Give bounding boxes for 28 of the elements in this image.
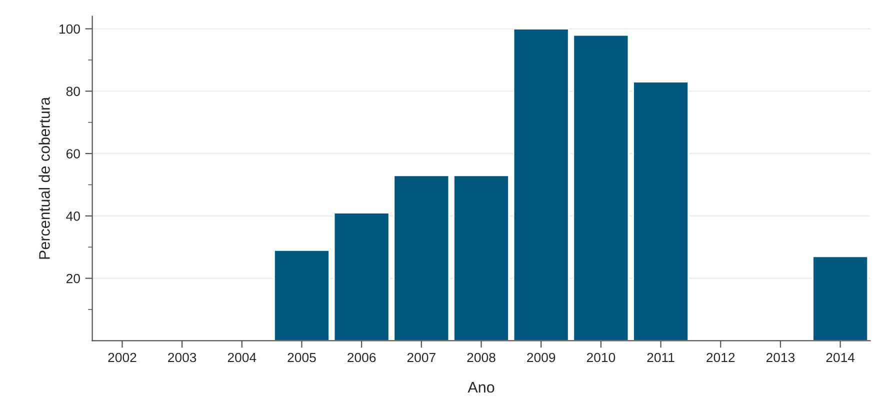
y-tick-label: 40 (66, 211, 80, 221)
x-tick-label: 2009 (527, 352, 556, 362)
x-tick-label: 2008 (467, 352, 496, 362)
x-tick-label: 2005 (288, 352, 316, 362)
bar (393, 174, 450, 341)
bar (453, 174, 510, 341)
x-tick-label: 2007 (407, 352, 436, 362)
x-tick-label: 2014 (826, 352, 855, 362)
x-tick-label: 2004 (228, 352, 256, 362)
x-tick-label: 2012 (706, 352, 735, 362)
x-tick-label: 2013 (766, 352, 795, 362)
bar (274, 250, 330, 341)
y-tick-label: 80 (66, 86, 80, 96)
y-tick-label: 100 (59, 24, 80, 34)
bar (812, 256, 869, 341)
x-tick-label: 2011 (647, 352, 674, 362)
x-tick-label: 2002 (108, 352, 136, 362)
y-tick-label: 60 (66, 149, 80, 158)
x-axis-title: Ano (468, 382, 494, 393)
x-tick-label: 2010 (586, 352, 616, 362)
y-tick-label: 20 (66, 274, 80, 284)
x-tick-label: 2003 (168, 352, 196, 362)
bar (572, 34, 630, 341)
bar (333, 212, 390, 341)
y-axis-title: Percentual de cobertura (38, 96, 50, 259)
bar (632, 81, 689, 341)
x-tick-label: 2006 (348, 352, 376, 362)
bar (512, 28, 570, 341)
